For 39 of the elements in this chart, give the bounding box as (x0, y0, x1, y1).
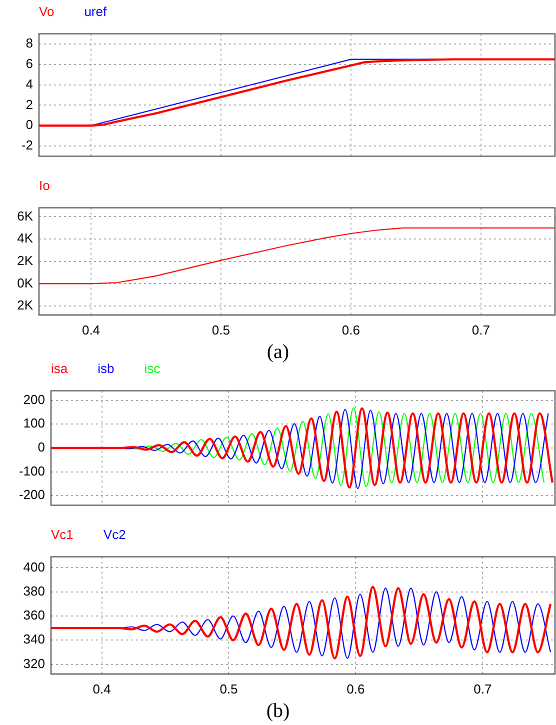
y-tick-label: 8 (26, 36, 33, 51)
text: Vc1 (51, 527, 74, 543)
y-tick-label: 100 (23, 416, 45, 431)
text: Vc2 (103, 527, 126, 543)
x-tick-label: 0.6 (346, 681, 365, 696)
y-tick-label: 4 (26, 76, 33, 92)
y-tick-label: 6 (26, 56, 33, 71)
y-tick-label: 340 (23, 632, 45, 647)
y-tick-label: 0 (38, 440, 45, 455)
x-tick-label: 0.6 (342, 322, 360, 338)
y-tick-label: 200 (23, 392, 45, 407)
y-tick-label: 4K (17, 230, 34, 246)
x-tick-label: 0.7 (474, 681, 492, 696)
text: isc (144, 361, 160, 377)
x-tick-label: 0.5 (212, 322, 230, 338)
y-tick-label: -200 (18, 487, 45, 502)
text: isb (98, 361, 114, 377)
text: uref (84, 4, 107, 20)
text: (a) (266, 341, 290, 363)
y-tick-label: -2 (21, 138, 33, 153)
x-tick-label: 0.5 (220, 681, 238, 696)
y-tick-label: 0 (26, 117, 33, 132)
x-tick-label: 0.4 (82, 322, 100, 338)
y-tick-label: -100 (18, 463, 45, 478)
text: isa (51, 361, 68, 377)
y-tick-label: 320 (23, 656, 45, 671)
y-tick-label: 400 (23, 559, 45, 574)
y-tick-label: 2K (17, 298, 34, 313)
text: (b) (265, 699, 291, 723)
y-tick-label: 2K (17, 252, 34, 268)
y-tick-label: 2 (26, 96, 33, 112)
y-tick-label: 360 (23, 608, 45, 623)
text: Vo (39, 4, 54, 20)
text: Io (39, 178, 50, 194)
x-tick-label: 0.4 (92, 681, 111, 696)
x-tick-label: 0.7 (472, 322, 490, 338)
y-tick-label: 0K (17, 275, 34, 290)
y-tick-label: 6K (17, 208, 34, 224)
y-tick-label: 380 (23, 583, 45, 598)
